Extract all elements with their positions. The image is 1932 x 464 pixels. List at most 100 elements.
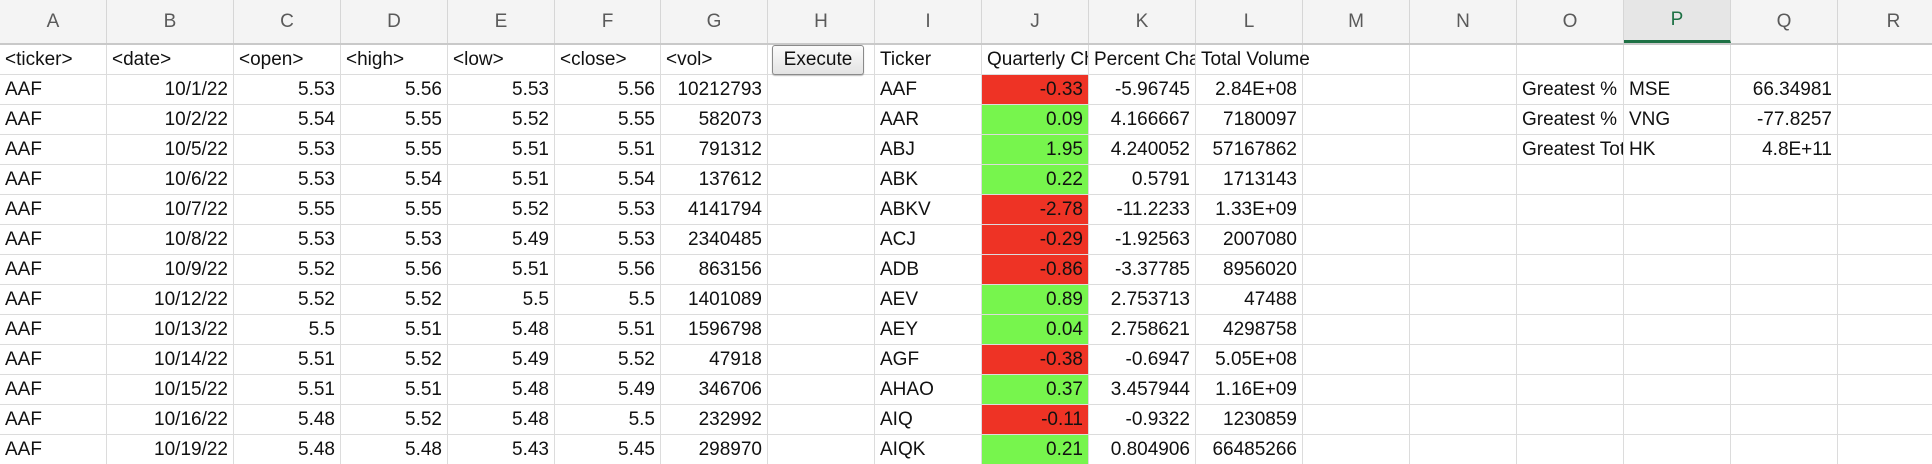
- cell-o2[interactable]: Greatest % Increase: [1517, 75, 1624, 105]
- cell-p6[interactable]: [1624, 195, 1731, 225]
- cell-p14[interactable]: [1624, 435, 1731, 464]
- column-header-b[interactable]: B: [107, 0, 234, 43]
- cell-j13[interactable]: -0.11: [982, 405, 1089, 435]
- cell-m11[interactable]: [1303, 345, 1410, 375]
- cell-d1[interactable]: <high>: [341, 45, 448, 75]
- cell-b5[interactable]: 10/6/22: [107, 165, 234, 195]
- cell-d7[interactable]: 5.53: [341, 225, 448, 255]
- cell-r8[interactable]: [1838, 255, 1932, 285]
- cell-f10[interactable]: 5.51: [555, 315, 661, 345]
- cell-q8[interactable]: [1731, 255, 1838, 285]
- column-header-n[interactable]: N: [1410, 0, 1517, 43]
- cell-o9[interactable]: [1517, 285, 1624, 315]
- cell-p11[interactable]: [1624, 345, 1731, 375]
- cell-q4[interactable]: 4.8E+11: [1731, 135, 1838, 165]
- cell-f3[interactable]: 5.55: [555, 105, 661, 135]
- cell-a14[interactable]: AAF: [0, 435, 107, 464]
- cell-c1[interactable]: <open>: [234, 45, 341, 75]
- cell-c14[interactable]: 5.48: [234, 435, 341, 464]
- cell-n13[interactable]: [1410, 405, 1517, 435]
- cell-m3[interactable]: [1303, 105, 1410, 135]
- column-header-g[interactable]: G: [661, 0, 768, 43]
- cell-m12[interactable]: [1303, 375, 1410, 405]
- cell-k12[interactable]: 3.457944: [1089, 375, 1196, 405]
- cell-j3[interactable]: 0.09: [982, 105, 1089, 135]
- cell-l13[interactable]: 1230859: [1196, 405, 1303, 435]
- column-header-p[interactable]: P: [1624, 0, 1731, 43]
- cell-l1[interactable]: Total Volume: [1196, 45, 1310, 75]
- cell-k3[interactable]: 4.166667: [1089, 105, 1196, 135]
- cell-e11[interactable]: 5.49: [448, 345, 555, 375]
- cell-l10[interactable]: 4298758: [1196, 315, 1303, 345]
- cell-d10[interactable]: 5.51: [341, 315, 448, 345]
- cell-r14[interactable]: [1838, 435, 1932, 464]
- cell-r13[interactable]: [1838, 405, 1932, 435]
- cell-m14[interactable]: [1303, 435, 1410, 464]
- cell-o8[interactable]: [1517, 255, 1624, 285]
- cell-a10[interactable]: AAF: [0, 315, 107, 345]
- cell-r10[interactable]: [1838, 315, 1932, 345]
- cell-p4[interactable]: HK: [1624, 135, 1731, 165]
- cell-p9[interactable]: [1624, 285, 1731, 315]
- cell-n8[interactable]: [1410, 255, 1517, 285]
- cell-b13[interactable]: 10/16/22: [107, 405, 234, 435]
- cell-q5[interactable]: [1731, 165, 1838, 195]
- cell-o4[interactable]: Greatest Total Volume: [1517, 135, 1624, 165]
- cell-r12[interactable]: [1838, 375, 1932, 405]
- cell-l9[interactable]: 47488: [1196, 285, 1303, 315]
- cell-c5[interactable]: 5.53: [234, 165, 341, 195]
- cell-o10[interactable]: [1517, 315, 1624, 345]
- cell-l12[interactable]: 1.16E+09: [1196, 375, 1303, 405]
- cell-b12[interactable]: 10/15/22: [107, 375, 234, 405]
- cell-e3[interactable]: 5.52: [448, 105, 555, 135]
- cell-k10[interactable]: 2.758621: [1089, 315, 1196, 345]
- cell-d3[interactable]: 5.55: [341, 105, 448, 135]
- column-header-e[interactable]: E: [448, 0, 555, 43]
- cell-q6[interactable]: [1731, 195, 1838, 225]
- cell-f7[interactable]: 5.53: [555, 225, 661, 255]
- cell-n10[interactable]: [1410, 315, 1517, 345]
- cell-f14[interactable]: 5.45: [555, 435, 661, 464]
- cell-j10[interactable]: 0.04: [982, 315, 1089, 345]
- cell-o13[interactable]: [1517, 405, 1624, 435]
- cell-c9[interactable]: 5.52: [234, 285, 341, 315]
- column-header-m[interactable]: M: [1303, 0, 1410, 43]
- cell-n5[interactable]: [1410, 165, 1517, 195]
- cell-l3[interactable]: 7180097: [1196, 105, 1303, 135]
- cell-q14[interactable]: [1731, 435, 1838, 464]
- cell-r7[interactable]: [1838, 225, 1932, 255]
- cell-n7[interactable]: [1410, 225, 1517, 255]
- column-header-l[interactable]: L: [1196, 0, 1303, 43]
- column-header-k[interactable]: K: [1089, 0, 1196, 43]
- cell-b3[interactable]: 10/2/22: [107, 105, 234, 135]
- cell-o1[interactable]: [1517, 45, 1624, 75]
- cell-e8[interactable]: 5.51: [448, 255, 555, 285]
- cell-q3[interactable]: -77.8257: [1731, 105, 1838, 135]
- cell-j11[interactable]: -0.38: [982, 345, 1089, 375]
- cell-d8[interactable]: 5.56: [341, 255, 448, 285]
- cell-a13[interactable]: AAF: [0, 405, 107, 435]
- cell-l4[interactable]: 57167862: [1196, 135, 1303, 165]
- cell-p13[interactable]: [1624, 405, 1731, 435]
- cell-q12[interactable]: [1731, 375, 1838, 405]
- cell-l11[interactable]: 5.05E+08: [1196, 345, 1303, 375]
- cell-a11[interactable]: AAF: [0, 345, 107, 375]
- cell-c12[interactable]: 5.51: [234, 375, 341, 405]
- cell-m6[interactable]: [1303, 195, 1410, 225]
- cell-j6[interactable]: -2.78: [982, 195, 1089, 225]
- cell-n6[interactable]: [1410, 195, 1517, 225]
- cell-f8[interactable]: 5.56: [555, 255, 661, 285]
- cell-f2[interactable]: 5.56: [555, 75, 661, 105]
- cell-g11[interactable]: 47918: [661, 345, 768, 375]
- cell-c2[interactable]: 5.53: [234, 75, 341, 105]
- cell-p5[interactable]: [1624, 165, 1731, 195]
- cell-p1[interactable]: [1624, 45, 1731, 75]
- cell-m4[interactable]: [1303, 135, 1410, 165]
- cell-b11[interactable]: 10/14/22: [107, 345, 234, 375]
- cell-a5[interactable]: AAF: [0, 165, 107, 195]
- cell-c10[interactable]: 5.5: [234, 315, 341, 345]
- cell-i5[interactable]: ABK: [875, 165, 982, 195]
- cell-e4[interactable]: 5.51: [448, 135, 555, 165]
- cell-k7[interactable]: -1.92563: [1089, 225, 1196, 255]
- cell-j14[interactable]: 0.21: [982, 435, 1089, 464]
